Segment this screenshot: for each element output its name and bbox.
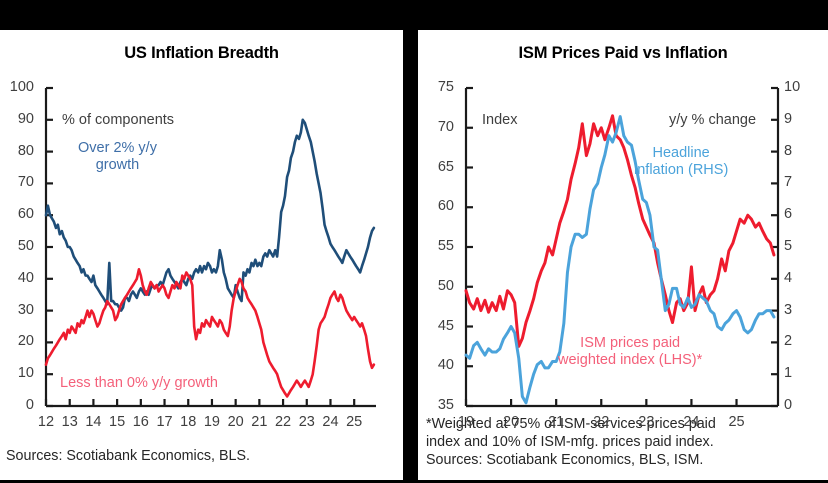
series-label-ism-prices-paid-line1: ISM prices paid: [580, 335, 681, 351]
sources-note-left: Sources: Scotiabank Economics, BLS.: [6, 448, 250, 464]
y-tick-label-left-0: 0: [25, 397, 34, 413]
y-tick-label-right-panel-left-60: 60: [437, 198, 454, 215]
y-tick-label-left-70: 70: [17, 174, 34, 191]
y-tick-label-right-panel-right-6: 6: [784, 206, 793, 223]
x-tick-label-left-23: 23: [298, 414, 315, 430]
x-tick-label-right-24: 24: [683, 414, 700, 430]
y-tick-label-right-panel-right-1: 1: [784, 365, 793, 382]
y-tick-label-right-panel-right-2: 2: [784, 333, 793, 350]
y-tick-label-left-20: 20: [17, 333, 34, 350]
x-tick-label-left-18: 18: [180, 414, 197, 430]
y-tick-label-right-panel-left-75: 75: [437, 79, 454, 95]
series-path-right-1: [464, 115, 776, 405]
x-tick-label-left-20: 20: [227, 414, 244, 430]
y-tick-label-right-panel-left-35: 35: [437, 397, 454, 413]
series-label-over-2pct: Over 2% y/y growth: [78, 140, 157, 174]
y-tick-label-left-40: 40: [17, 269, 34, 286]
line-chart-right: [464, 86, 780, 408]
page-title-right: ISM Prices Paid vs Inflation: [518, 44, 728, 62]
y-tick-label-left-90: 90: [17, 110, 34, 127]
y-axis-unit-note-right-right-panel: y/y % change: [669, 112, 757, 128]
y-tick-label-right-panel-left-70: 70: [437, 118, 454, 135]
y-tick-label-right-panel-left-40: 40: [437, 357, 454, 374]
x-tick-label-left-17: 17: [156, 414, 173, 430]
top-bar: [0, 0, 828, 30]
x-tick-label-left-15: 15: [109, 414, 126, 430]
y-tick-label-left-100: 100: [9, 79, 34, 95]
bottom-bar: [0, 480, 828, 483]
series-path-left-1: [44, 267, 376, 398]
y-tick-label-right-panel-right-7: 7: [784, 174, 793, 191]
sources-note-right: Sources: Scotiabank Economics, BLS, ISM.: [426, 452, 704, 468]
panel-us-inflation-breadth: US Inflation Breadth % of components Ove…: [0, 30, 403, 480]
x-tick-label-left-16: 16: [132, 414, 149, 430]
y-axis-unit-note-left-right-panel: Index: [482, 112, 518, 128]
chart-plot-left: [44, 86, 376, 408]
y-tick-label-left-50: 50: [17, 238, 34, 254]
x-tick-label-right-25: 25: [728, 414, 745, 430]
panel-divider: [403, 0, 418, 483]
series-label-headline-inflation-line1: Headline: [652, 145, 710, 161]
series-label-ism-prices-paid: ISM prices paid weighted index (LHS)*: [558, 335, 702, 369]
y-tick-label-left-80: 80: [17, 142, 34, 159]
y-tick-label-right-panel-right-0: 0: [784, 397, 793, 413]
series-label-ism-prices-paid-line2: weighted index (LHS)*: [558, 352, 703, 369]
series-label-less-than-0pct: Less than 0% y/y growth: [60, 375, 218, 391]
x-tick-label-left-24: 24: [322, 414, 339, 430]
y-tick-label-right-panel-right-3: 3: [784, 301, 793, 318]
x-tick-label-left-19: 19: [203, 414, 221, 430]
x-tick-label-right-21: 21: [548, 414, 565, 430]
line-chart-left: [44, 86, 376, 408]
x-tick-label-left-21: 21: [251, 414, 268, 430]
y-axis-unit-note-left: % of components: [62, 112, 175, 128]
x-tick-label-left-14: 14: [85, 414, 102, 430]
footnote-line-1: *Weighted at 75% of ISM-services prices …: [426, 416, 716, 432]
x-tick-label-right-20: 20: [503, 414, 520, 430]
panel-ism-prices-paid: ISM Prices Paid vs Inflation Index y/y %…: [418, 30, 828, 480]
series-label-headline-inflation-line2: inflation (RHS): [634, 162, 729, 179]
y-tick-label-right-panel-left-45: 45: [437, 317, 454, 334]
series-label-over-2pct-line2: growth: [95, 157, 140, 174]
series-path-left-0: [44, 118, 376, 312]
series-label-headline-inflation: Headline inflation (RHS): [634, 145, 728, 179]
x-tick-label-left-13: 13: [61, 414, 78, 430]
y-tick-label-right-panel-left-50: 50: [437, 277, 454, 294]
x-tick-label-right-23: 23: [638, 414, 655, 430]
x-tick-label-right-22: 22: [593, 414, 610, 430]
y-tick-label-left-30: 30: [17, 301, 34, 318]
page-title-left: US Inflation Breadth: [124, 44, 279, 62]
series-path-right-0: [464, 114, 776, 348]
y-tick-label-right-panel-right-10: 10: [784, 79, 801, 95]
y-tick-label-left-60: 60: [17, 206, 34, 223]
x-tick-label-left-12: 12: [37, 414, 55, 430]
y-tick-label-right-panel-right-9: 9: [784, 110, 793, 127]
y-tick-label-right-panel-right-4: 4: [784, 269, 793, 286]
footnote-line-2: index and 10% of ISM-mfg. prices paid in…: [426, 434, 714, 450]
y-tick-label-right-panel-right-5: 5: [784, 238, 793, 254]
y-tick-label-left-10: 10: [17, 365, 34, 382]
x-tick-label-left-25: 25: [346, 414, 363, 430]
y-tick-label-right-panel-right-8: 8: [784, 142, 793, 159]
x-tick-label-right-19: 19: [457, 414, 475, 430]
y-tick-label-right-panel-left-65: 65: [437, 158, 454, 175]
y-tick-label-right-panel-left-55: 55: [437, 238, 454, 254]
chart-plot-right: [464, 86, 780, 408]
series-label-over-2pct-line1: Over 2% y/y: [78, 140, 157, 156]
x-tick-label-left-22: 22: [274, 414, 292, 430]
